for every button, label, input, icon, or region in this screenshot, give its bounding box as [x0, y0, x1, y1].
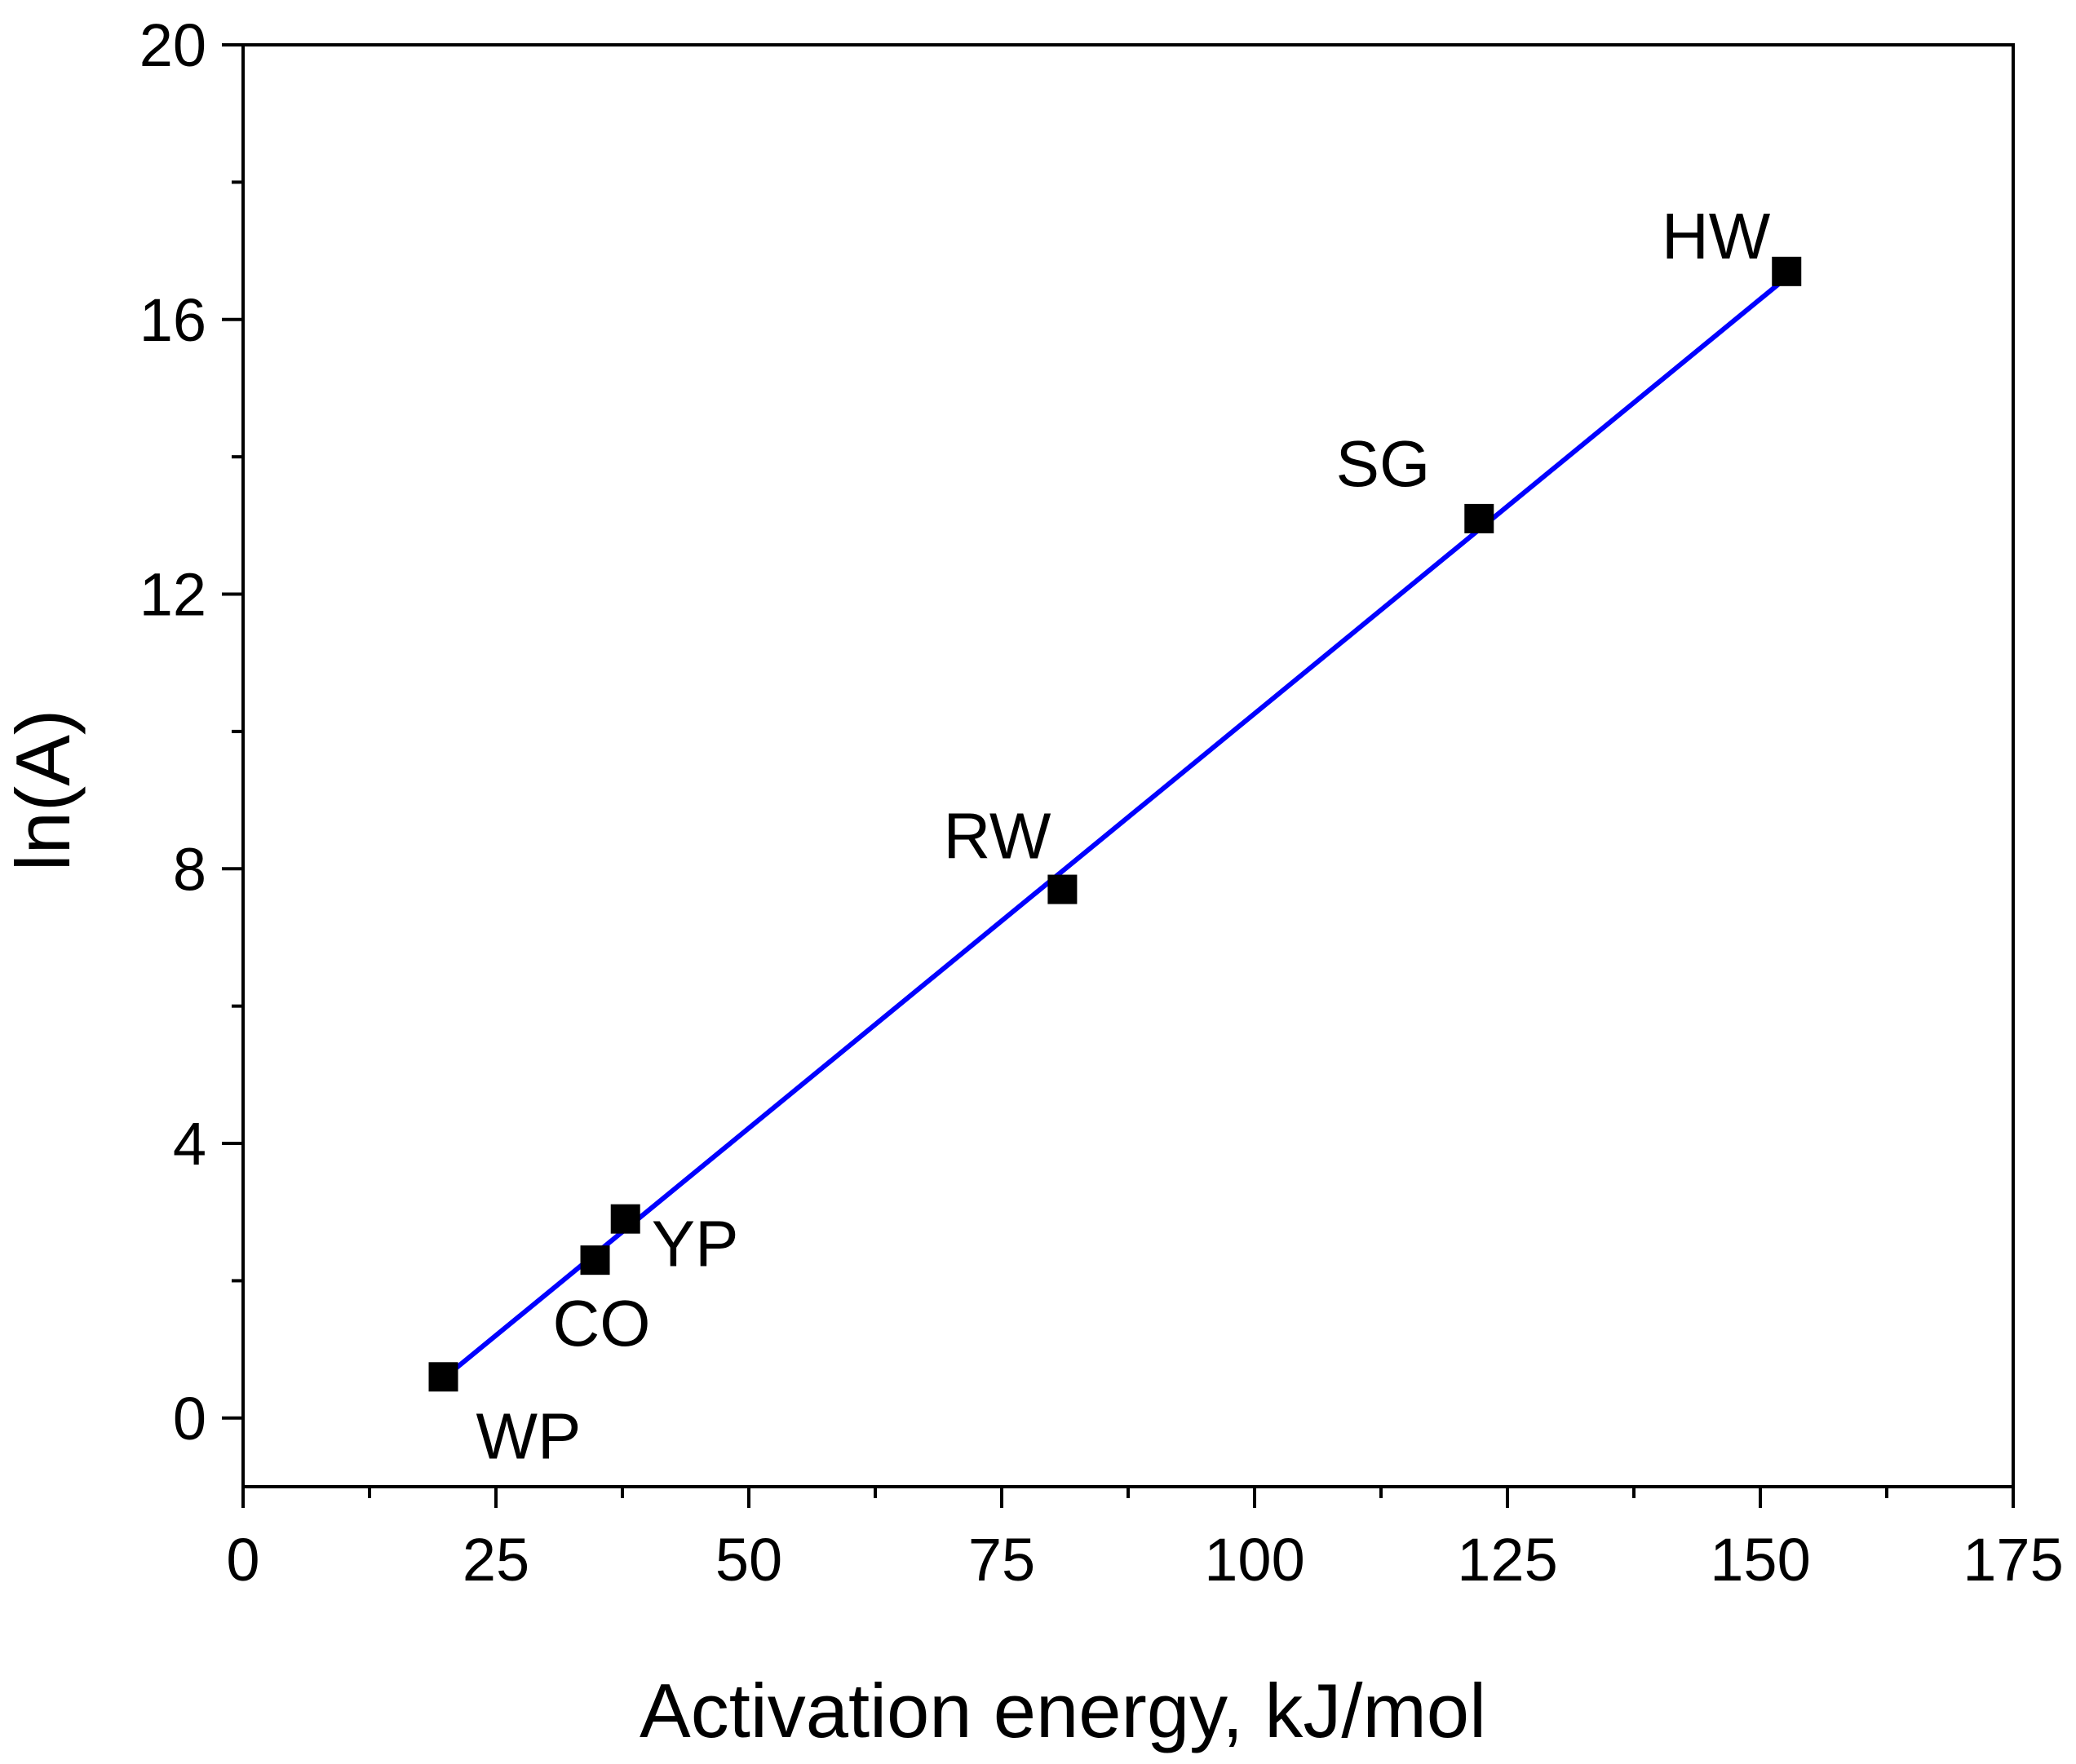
- y-axis-ticks: 0 4 8 12 16 20: [139, 11, 243, 1452]
- point-label-co: CO: [553, 1287, 651, 1359]
- x-tick-label: 50: [715, 1526, 782, 1594]
- point-label-rw: RW: [944, 800, 1051, 873]
- x-axis-ticks: 0 25 50 75 100 125 150 175: [226, 1487, 2064, 1594]
- y-tick-label: 16: [139, 286, 206, 354]
- y-tick-label: 20: [139, 11, 206, 79]
- x-tick-label: 25: [463, 1526, 529, 1594]
- x-tick-label: 100: [1204, 1526, 1304, 1594]
- y-tick-label: 12: [139, 561, 206, 629]
- data-point-co: [580, 1245, 610, 1275]
- point-label-wp: WP: [476, 1399, 582, 1472]
- x-tick-label: 175: [1963, 1526, 2063, 1594]
- data-point-yp: [610, 1204, 640, 1234]
- y-tick-label: 4: [173, 1110, 206, 1178]
- point-label-hw: HW: [1662, 200, 1771, 272]
- x-tick-label: 75: [968, 1526, 1035, 1594]
- y-axis-title: ln(A): [0, 710, 86, 871]
- y-tick-label: 0: [173, 1385, 206, 1452]
- fit-line-layer: [444, 276, 1787, 1379]
- point-label-sg: SG: [1336, 427, 1431, 500]
- x-tick-label: 125: [1457, 1526, 1557, 1594]
- x-tick-label: 0: [226, 1526, 259, 1594]
- data-point-wp: [428, 1362, 458, 1392]
- linear-fit-line: [444, 276, 1787, 1379]
- data-point-rw: [1047, 874, 1078, 904]
- data-point-sg: [1464, 503, 1494, 533]
- point-label-yp: YP: [652, 1208, 739, 1280]
- data-points-layer: [428, 256, 1802, 1392]
- data-point-hw: [1772, 256, 1802, 286]
- x-axis-title: Activation energy, kJ/mol: [640, 1668, 1486, 1753]
- y-tick-label: 8: [173, 835, 206, 903]
- x-tick-label: 150: [1710, 1526, 1810, 1594]
